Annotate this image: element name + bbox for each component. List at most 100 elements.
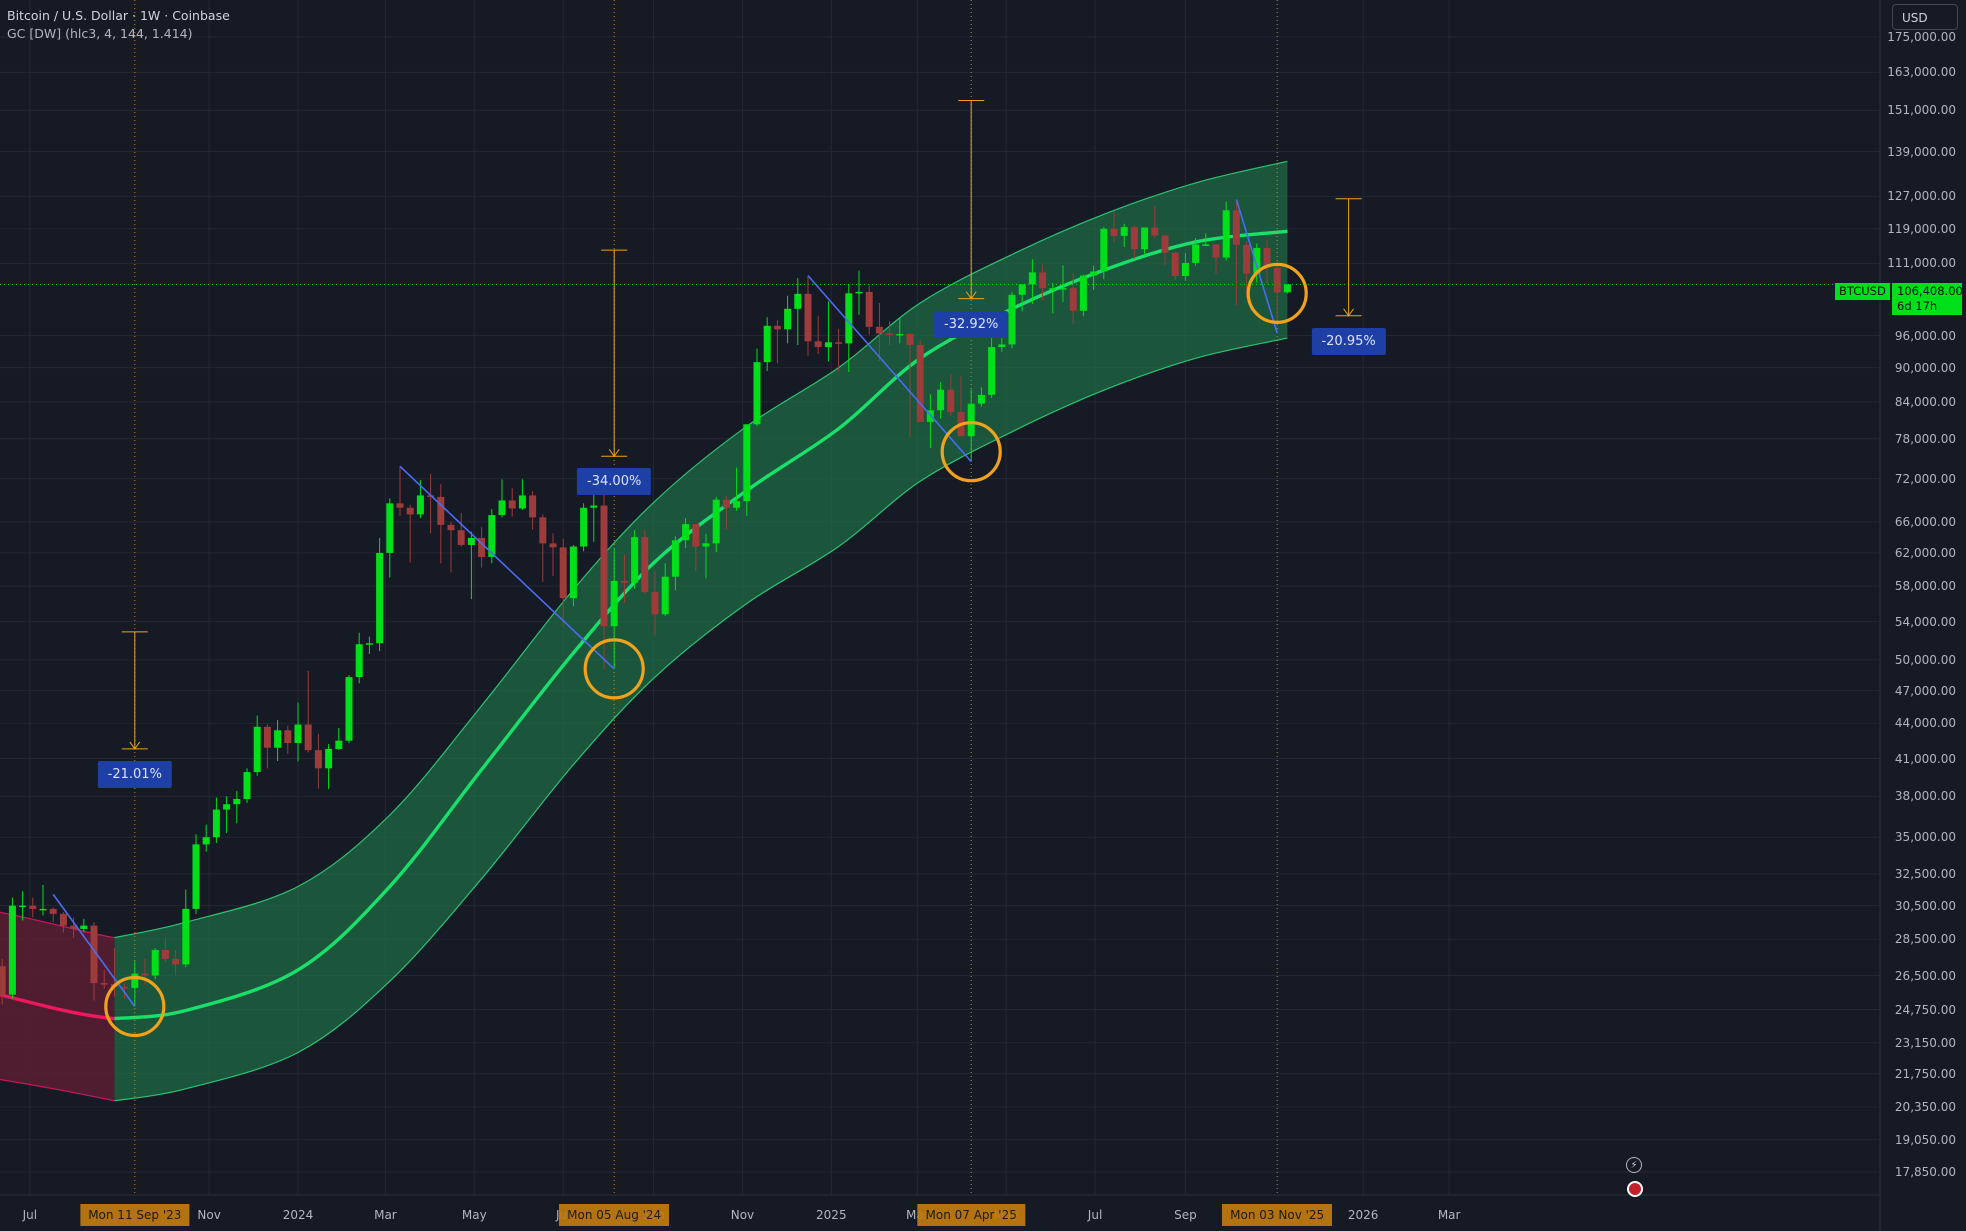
price-tick-label: 32,500.00 (1894, 867, 1956, 882)
candle-body (875, 326, 883, 334)
candle-body (580, 507, 588, 547)
candle-body (151, 949, 159, 976)
candle-body (559, 547, 567, 599)
candle-body (569, 546, 577, 599)
candle-body (753, 362, 761, 425)
candle-body (988, 347, 996, 395)
measure-arrow (129, 741, 141, 750)
candle-body (661, 576, 669, 615)
candle-body (824, 342, 832, 348)
candle-body (335, 740, 343, 749)
candle-body (641, 537, 649, 593)
candle-body (1079, 275, 1087, 311)
currency-button[interactable]: USD (1892, 4, 1958, 30)
candle-body (447, 524, 455, 531)
candle-body (29, 905, 37, 909)
candle-body (794, 293, 802, 309)
measure-arrow (965, 291, 977, 300)
candle-body (141, 973, 149, 976)
candle-body (345, 677, 353, 741)
drawdown-percent-label: -34.00% (577, 468, 652, 496)
chart-title: Bitcoin / U.S. Dollar · 1W · Coinbase (7, 8, 230, 23)
price-tick-label: 50,000.00 (1894, 652, 1956, 667)
time-tick-label: 2024 (282, 1208, 314, 1222)
candle-body (355, 644, 363, 678)
candle-body (947, 389, 955, 413)
candle-body (1028, 272, 1036, 285)
price-tick-label: 20,350.00 (1894, 1099, 1956, 1114)
candle-body (712, 499, 720, 544)
price-tick-label: 58,000.00 (1894, 579, 1956, 594)
candle-body (498, 500, 506, 516)
candle-body (1141, 227, 1149, 250)
candle-body (508, 500, 516, 509)
candle-body (131, 973, 139, 988)
candle-body (396, 503, 404, 508)
candle-body (70, 925, 78, 930)
candle-body (896, 333, 904, 336)
candle-body (835, 342, 843, 344)
candle-body (1202, 244, 1210, 246)
price-tick-label: 66,000.00 (1894, 514, 1956, 529)
candle-body (1018, 284, 1026, 295)
time-tick-label: Sep (1174, 1208, 1197, 1222)
candle-body (8, 905, 16, 995)
candle-body (865, 291, 873, 327)
trendline (52, 893, 136, 1007)
candle-body (172, 958, 180, 965)
drawdown-percent-label: -32.92% (934, 310, 1009, 338)
candle-body (529, 495, 537, 518)
candle-body (814, 341, 822, 348)
measure-arrow (608, 449, 620, 458)
candle-body (977, 394, 985, 404)
candle-body (1222, 210, 1230, 258)
trendline (1235, 199, 1278, 334)
candle-body (100, 983, 108, 985)
candle-body (49, 908, 57, 914)
drawdown-percent-label: -21.01% (97, 760, 172, 788)
gc-band-fill (114, 161, 1288, 1101)
price-tick-label: 139,000.00 (1887, 144, 1956, 159)
candle-body (233, 798, 241, 805)
us-flag-event-icon[interactable] (1627, 1181, 1643, 1197)
candle-body (600, 505, 608, 627)
time-tick-label: Mar (374, 1208, 397, 1222)
candle-body (1008, 294, 1016, 345)
price-tick-label: 19,050.00 (1894, 1132, 1956, 1147)
candle-body (916, 344, 924, 422)
trendline (399, 465, 615, 670)
price-tick-label: 26,500.00 (1894, 968, 1956, 983)
candle-body (467, 537, 475, 545)
candle-body (161, 949, 169, 959)
bar-countdown: 6d 17h (1897, 299, 1938, 313)
bottom-marker-circle (104, 975, 166, 1038)
candle-body (1100, 228, 1108, 272)
indicator-legend[interactable]: GC [DW] (hlc3, 4, 144, 1.414) (7, 26, 193, 41)
candle-body (773, 325, 781, 330)
candle-body (549, 543, 557, 548)
price-tick-label: 96,000.00 (1894, 328, 1956, 343)
candle-body (212, 809, 220, 838)
lightning-event-icon[interactable]: ⚡ (1626, 1157, 1642, 1173)
candle-body (223, 804, 231, 810)
candle-body (304, 724, 312, 751)
price-tick-label: 28,500.00 (1894, 932, 1956, 947)
price-tick-label: 17,850.00 (1894, 1165, 1956, 1179)
candle-body (1161, 235, 1169, 253)
candle-body (59, 913, 67, 926)
candle-body (1263, 247, 1271, 268)
price-tick-label: 175,000.00 (1887, 30, 1956, 44)
candle-body (19, 905, 27, 908)
last-price-box: 106,408.00 6d 17h (1892, 283, 1963, 315)
last-price: 106,408.00 (1897, 284, 1963, 298)
gc-lower-band (114, 337, 1288, 1102)
time-tick-label: 2026 (1347, 1208, 1379, 1222)
candle-body (457, 530, 465, 545)
time-highlight-label: Mon 11 Sep '23 (80, 1204, 190, 1226)
candle-body (671, 540, 679, 577)
price-tick-label: 30,500.00 (1894, 898, 1956, 913)
candle-body (202, 837, 210, 845)
bottom-marker-circle (1246, 262, 1308, 324)
candle-body (845, 293, 853, 344)
